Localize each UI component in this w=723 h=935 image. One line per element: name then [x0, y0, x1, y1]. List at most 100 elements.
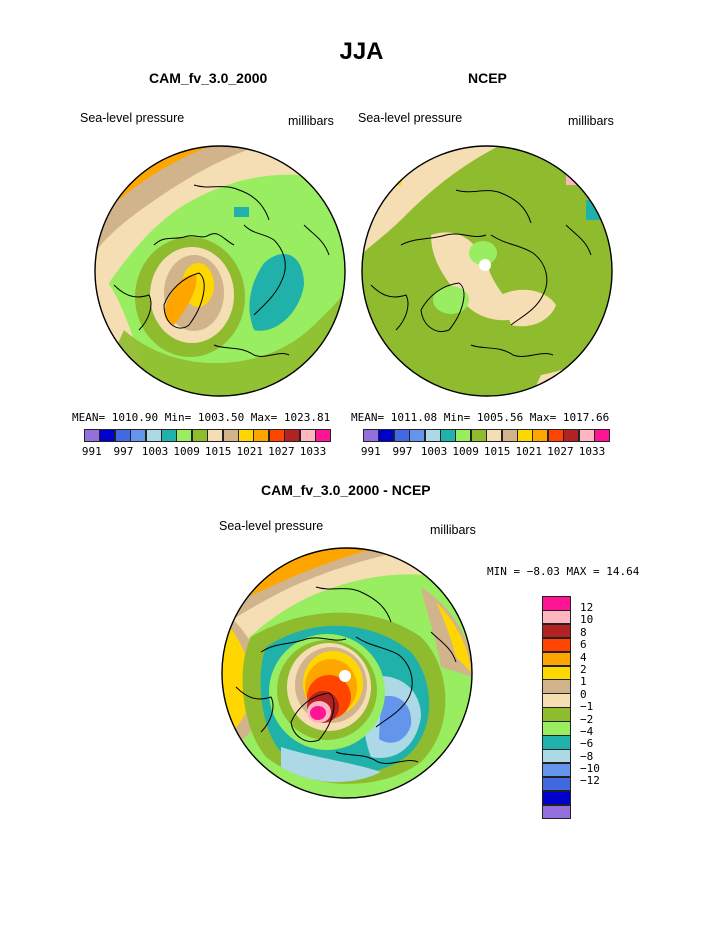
colorbar-tick-label: 0	[580, 687, 587, 701]
diff-atlantic-light-blue	[281, 747, 381, 783]
obs-coastlines	[370, 189, 592, 357]
model-greenland-orange	[164, 274, 197, 325]
colorbar-swatch	[547, 429, 564, 442]
colorbar-swatch	[542, 623, 571, 639]
colorbar-tick-label: −2	[580, 712, 594, 726]
diff-field-label: Sea-level pressure	[219, 519, 324, 533]
colorbar-swatch	[315, 429, 332, 442]
colorbar-swatch	[363, 429, 379, 442]
colorbar-swatch	[161, 429, 178, 442]
colorbar-swatch	[378, 429, 395, 442]
obs-colorbar	[363, 429, 611, 442]
colorbar-swatch	[284, 429, 301, 442]
obs-n-east-pink	[566, 170, 581, 185]
figure-title: JJA	[339, 38, 384, 65]
colorbar-swatch	[542, 596, 571, 611]
colorbar-tick-label: 997	[392, 445, 413, 458]
colorbar-tick-label: 1003	[141, 445, 169, 458]
colorbar-swatch	[222, 429, 239, 442]
colorbar-tick-label: 991	[360, 445, 381, 458]
obs-colorbar-ticks: 991 997 1003 1009 1015 1021 1027 1033	[355, 445, 608, 458]
colorbar-swatch	[542, 776, 571, 792]
colorbar-tick-label: 1033	[299, 445, 327, 458]
colorbar-tick-label: 1021	[236, 445, 264, 458]
colorbar-tick-label: −12	[580, 774, 600, 788]
colorbar-swatch	[299, 429, 316, 442]
diff-stats: MIN = −8.03 MAX = 14.64	[487, 565, 640, 578]
colorbar-tick-label: 10	[580, 613, 594, 627]
colorbar-tick-label: 1	[580, 675, 587, 689]
obs-panel-title: NCEP	[468, 70, 507, 86]
colorbar-swatch	[393, 429, 410, 442]
colorbar-tick-label: 1033	[578, 445, 606, 458]
obs-southeast-tan	[561, 365, 612, 396]
colorbar-tick-label: 1021	[515, 445, 543, 458]
model-field-label: Sea-level pressure	[80, 111, 185, 125]
colorbar-swatch	[594, 429, 611, 442]
diff-map-outline	[221, 547, 473, 799]
colorbar-swatch	[470, 429, 487, 442]
colorbar-tick-label: −10	[580, 762, 600, 776]
diff-pole-white-dot	[339, 670, 351, 682]
colorbar-swatch	[517, 429, 534, 442]
diff-east-yellow	[436, 602, 471, 672]
colorbar-swatch	[542, 721, 571, 736]
colorbar-swatch	[501, 429, 518, 442]
colorbar-tick-label: −4	[580, 724, 594, 738]
colorbar-swatch	[542, 707, 571, 722]
colorbar-tick-label: 8	[580, 625, 587, 639]
colorbar-swatch	[130, 429, 147, 442]
colorbar-swatch	[563, 429, 580, 442]
colorbar-swatch	[542, 637, 571, 653]
colorbar-swatch	[238, 429, 255, 442]
model-south-green	[95, 285, 345, 396]
colorbar-tick-label: 1015	[204, 445, 232, 458]
colorbar-swatch	[542, 679, 571, 694]
obs-asia-beige	[501, 289, 556, 327]
model-stats: MEAN= 1010.90 Min= 1003.50 Max= 1023.81	[72, 411, 331, 424]
colorbar-swatch	[578, 429, 595, 442]
model-units-label: millibars	[288, 114, 334, 128]
obs-units-label: millibars	[568, 114, 614, 128]
model-panel-title: CAM_fv_3.0_2000	[149, 70, 268, 86]
obs-pole-white-dot	[479, 259, 491, 271]
colorbar-tick-label: 12	[580, 601, 594, 614]
model-map-outline	[94, 145, 346, 397]
colorbar-swatch	[542, 665, 571, 681]
colorbar-tick-label: 4	[580, 650, 587, 664]
colorbar-swatch	[440, 429, 457, 442]
colorbar-swatch	[191, 429, 208, 442]
colorbar-swatch	[532, 429, 549, 442]
colorbar-swatch	[176, 429, 193, 442]
colorbar-tick-label: 1003	[420, 445, 448, 458]
colorbar-swatch	[84, 429, 100, 442]
obs-polar-map	[361, 145, 613, 397]
obs-field-label: Sea-level pressure	[358, 111, 463, 125]
model-colorbar-ticks: 991 997 1003 1009 1015 1021 1027 1033	[76, 445, 329, 458]
colorbar-swatch	[542, 762, 571, 778]
colorbar-swatch	[542, 651, 571, 667]
colorbar-swatch	[145, 429, 162, 442]
colorbar-tick-label: 2	[580, 662, 587, 676]
colorbar-tick-label: 997	[113, 445, 134, 458]
diff-coastlines	[235, 586, 457, 764]
obs-greenland-light-green	[433, 286, 469, 314]
diff-siberia-blue	[379, 695, 412, 743]
obs-pole-light-green	[469, 241, 497, 265]
colorbar-swatch	[424, 429, 441, 442]
colorbar-swatch	[253, 429, 270, 442]
colorbar-swatch	[455, 429, 472, 442]
diff-colorbar	[542, 596, 571, 820]
colorbar-swatch	[207, 429, 224, 442]
colorbar-swatch	[542, 804, 571, 820]
diff-units-label: millibars	[430, 523, 476, 537]
diff-panel-title: CAM_fv_3.0_2000 - NCEP	[261, 482, 431, 498]
colorbar-tick-label: 6	[580, 638, 587, 652]
model-polar-map	[94, 145, 346, 397]
diff-colorbar-ticks: 12 10 8 6 4 2 1 0 −1 −2 −4 −6 −8 −10 −12	[580, 601, 600, 788]
colorbar-tick-label: 1027	[268, 445, 295, 458]
colorbar-tick-label: 1015	[483, 445, 511, 458]
colorbar-swatch	[542, 609, 571, 625]
diff-polar-map	[221, 547, 473, 799]
colorbar-swatch	[114, 429, 131, 442]
